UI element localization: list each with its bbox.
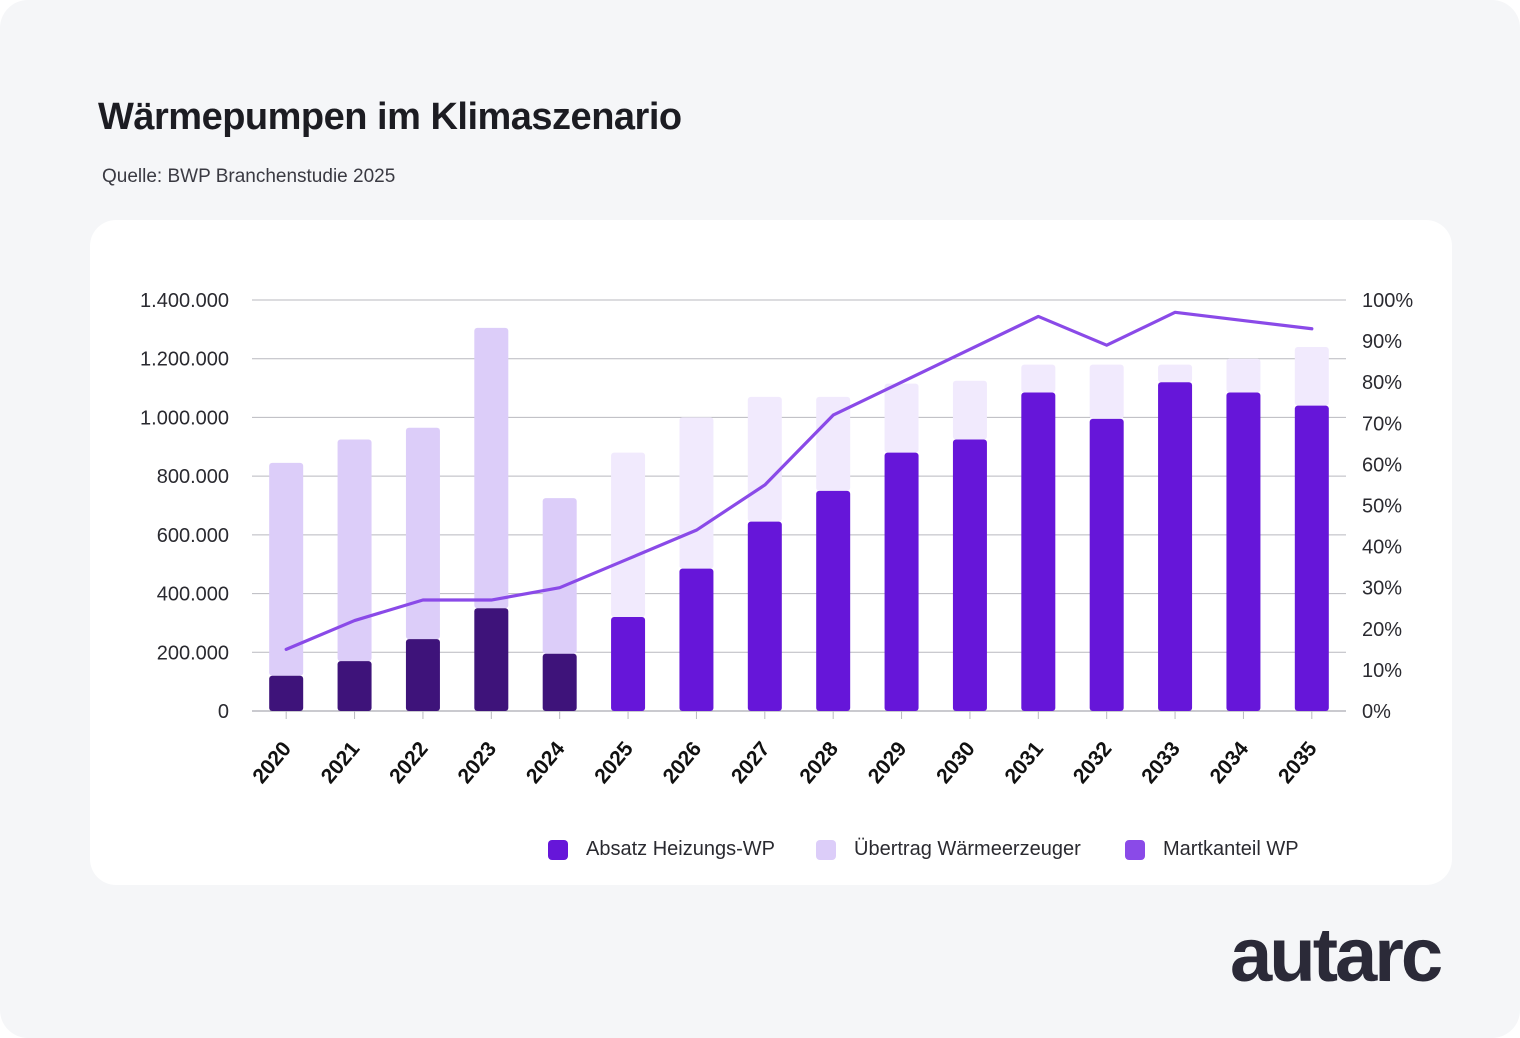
x-tick-label: 2030: [932, 737, 980, 788]
line-marktanteil: [284, 310, 1314, 651]
x-tick-label: 2027: [727, 737, 775, 788]
y-tick-left: 200.000: [157, 642, 229, 664]
bar-absatz-2020: [269, 675, 304, 711]
bar-absatz-2024: [542, 653, 577, 711]
bar-absatz-2031: [1021, 392, 1056, 711]
y-tick-left: 800.000: [157, 466, 229, 488]
bar-absatz-2027: [747, 521, 782, 711]
y-tick-right: 60%: [1362, 454, 1402, 476]
y-tick-right: 50%: [1362, 496, 1402, 518]
page-title: Wärmepumpen im Klimaszenario: [98, 96, 682, 138]
legend-swatch-absatz: [548, 839, 568, 860]
x-tick-label: 2021: [317, 737, 365, 788]
y-tick-left: 1.000.000: [140, 407, 229, 429]
x-tick-label: 2032: [1069, 737, 1117, 788]
bar-absatz-2034: [1226, 392, 1261, 711]
y-tick-left: 1.400.000: [140, 290, 229, 312]
legend-item-absatz: Absatz Heizungs-WP: [548, 838, 775, 861]
autarc-logo: autarc: [1230, 913, 1443, 998]
legend-item-uebertrag: Übertrag Wärmeerzeuger: [816, 838, 1081, 861]
y-tick-left: 1.200.000: [140, 349, 229, 371]
x-tick-label: 2023: [453, 737, 501, 788]
bar-uebertrag-2031: [1021, 364, 1056, 393]
legend-item-marktanteil: Martkanteil WP: [1125, 838, 1299, 861]
x-tick-label: 2022: [385, 737, 433, 788]
bar-absatz-2023: [474, 608, 509, 711]
y-tick-right: 70%: [1362, 413, 1402, 435]
bar-uebertrag-2020: [269, 462, 304, 676]
bar-uebertrag-2022: [405, 427, 440, 640]
bar-absatz-2033: [1158, 382, 1193, 711]
x-tick-label: 2026: [659, 737, 707, 788]
bar-uebertrag-2033: [1158, 364, 1193, 383]
x-tick-label: 2029: [864, 737, 912, 788]
x-tick-label: 2024: [522, 737, 570, 788]
bar-absatz-2025: [611, 617, 646, 711]
bar-uebertrag-2027: [747, 396, 782, 522]
x-tick-label: 2034: [1206, 737, 1254, 788]
legend-label-absatz: Absatz Heizungs-WP: [586, 838, 775, 860]
bar-uebertrag-2029: [884, 383, 919, 453]
bar-uebertrag-2023: [474, 327, 509, 609]
bar-uebertrag-2034: [1226, 358, 1261, 393]
bar-absatz-2029: [884, 452, 919, 711]
bar-uebertrag-2030: [952, 380, 987, 440]
bar-absatz-2030: [952, 439, 987, 711]
bar-absatz-2035: [1294, 405, 1329, 711]
x-tick-label: 2035: [1274, 737, 1322, 788]
bar-uebertrag-2028: [816, 396, 851, 491]
bar-absatz-2028: [816, 490, 851, 711]
bar-uebertrag-2024: [542, 498, 577, 654]
x-tick-label: 2020: [248, 737, 296, 788]
y-tick-right: 80%: [1362, 372, 1402, 394]
bar-uebertrag-2032: [1089, 364, 1124, 419]
legend-label-uebertrag: Übertrag Wärmeerzeuger: [854, 838, 1081, 860]
x-tick-label: 2031: [1000, 737, 1048, 788]
legend-label-marktanteil: Martkanteil WP: [1163, 838, 1299, 860]
bar-uebertrag-2025: [611, 452, 646, 618]
bar-uebertrag-2026: [679, 417, 714, 569]
legend-swatch-uebertrag: [816, 839, 836, 860]
source-note: Quelle: BWP Branchenstudie 2025: [102, 166, 396, 187]
y-tick-left: 400.000: [157, 584, 229, 606]
bar-uebertrag-2021: [337, 439, 372, 662]
y-tick-right: 20%: [1362, 619, 1402, 641]
y-tick-left: 0: [218, 701, 229, 723]
bar-uebertrag-2035: [1294, 346, 1329, 406]
legend-swatch-marktanteil: [1125, 839, 1145, 860]
y-tick-right: 10%: [1362, 660, 1402, 682]
y-tick-right: 90%: [1362, 331, 1402, 353]
line-layer: [284, 310, 1314, 651]
y-tick-right: 40%: [1362, 537, 1402, 559]
y-tick-right: 100%: [1362, 290, 1413, 312]
y-tick-right: 0%: [1362, 701, 1391, 723]
bar-absatz-2022: [405, 639, 440, 711]
bar-absatz-2021: [337, 661, 372, 711]
x-tick-label: 2028: [795, 737, 843, 788]
bar-absatz-2026: [679, 568, 714, 711]
x-tick-label: 2033: [1137, 737, 1185, 788]
x-tick-label: 2025: [590, 737, 638, 788]
y-tick-left: 600.000: [157, 525, 229, 547]
y-tick-right: 30%: [1362, 578, 1402, 600]
bar-absatz-2032: [1089, 418, 1124, 711]
bar-layer: [269, 327, 1329, 711]
